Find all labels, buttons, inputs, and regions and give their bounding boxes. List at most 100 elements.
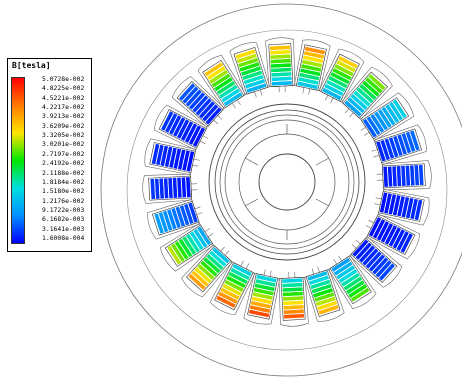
slot-conductor bbox=[193, 228, 208, 248]
slot-conductor bbox=[410, 198, 418, 220]
slot-conductor bbox=[380, 223, 394, 243]
slot-conductor bbox=[246, 83, 267, 93]
conductor-separator bbox=[181, 85, 196, 102]
slot-conductor bbox=[414, 199, 423, 221]
stator-slot bbox=[374, 188, 430, 226]
slot-conductor bbox=[409, 165, 415, 186]
stator-slot bbox=[293, 39, 331, 95]
conductor-separator bbox=[271, 71, 292, 74]
conductor-separator bbox=[298, 80, 318, 86]
slot-conductor bbox=[167, 245, 182, 265]
conductor-separator bbox=[388, 226, 398, 246]
slot-lining bbox=[280, 276, 306, 321]
slot-conductor bbox=[236, 53, 257, 64]
conductor-separator bbox=[350, 287, 368, 299]
conductor-separator bbox=[418, 165, 420, 186]
slot-conductor bbox=[212, 247, 230, 264]
slot-conductor bbox=[374, 111, 389, 131]
slot-outline bbox=[327, 255, 377, 310]
conductor-separator bbox=[196, 228, 209, 246]
slot-lining bbox=[367, 215, 416, 255]
conductor-separator bbox=[405, 132, 412, 153]
conductor-separator bbox=[400, 166, 403, 187]
conductor-separator bbox=[256, 278, 276, 284]
slot-conductor bbox=[384, 138, 395, 159]
slot-conductor bbox=[332, 67, 352, 81]
slot-conductor bbox=[200, 260, 218, 277]
slot-conductor bbox=[174, 240, 189, 260]
slot-conductor bbox=[256, 274, 277, 283]
slot-conductor bbox=[331, 257, 351, 272]
slot-conductor bbox=[283, 296, 304, 301]
conductor-separator bbox=[170, 245, 182, 263]
slot-conductor bbox=[271, 76, 292, 82]
conductor-separator bbox=[345, 279, 363, 292]
stator-slot bbox=[171, 76, 225, 128]
conductor-separator bbox=[315, 295, 335, 303]
slot-conductor bbox=[164, 146, 173, 167]
slot-conductor bbox=[388, 194, 397, 215]
slot-conductor bbox=[392, 195, 401, 216]
conductor-separator bbox=[236, 52, 256, 60]
conductor-separator bbox=[179, 206, 186, 226]
legend-label: 2.1188e-002 bbox=[42, 168, 85, 177]
conductor-separator bbox=[244, 78, 265, 86]
slot-conductor bbox=[216, 295, 236, 308]
slot-conductor bbox=[314, 292, 335, 302]
slot-conductor bbox=[372, 257, 389, 275]
conductor-separator bbox=[185, 177, 187, 198]
slot-outline bbox=[181, 244, 233, 298]
conductor-separator bbox=[323, 87, 342, 97]
slot-conductor bbox=[150, 178, 156, 200]
slot-conductor bbox=[324, 83, 344, 97]
conductor-separator bbox=[189, 233, 201, 251]
conductor-separator bbox=[361, 83, 378, 98]
conductor-separator bbox=[312, 287, 332, 295]
stator-slot bbox=[243, 269, 281, 325]
conductor-separator bbox=[372, 218, 382, 237]
conductor-separator bbox=[396, 195, 402, 216]
slot-conductor bbox=[355, 242, 372, 260]
slot-lining bbox=[151, 200, 200, 236]
slot-conductor bbox=[255, 279, 276, 287]
conductor-separator bbox=[304, 50, 325, 56]
slot-conductor bbox=[270, 49, 291, 55]
conductor-separator bbox=[254, 287, 274, 292]
conductor-separator bbox=[239, 61, 259, 69]
slot-conductor bbox=[151, 143, 160, 165]
slot-conductor bbox=[283, 313, 305, 319]
conductor-separator bbox=[365, 118, 378, 136]
outer-housing-circle bbox=[100, 3, 462, 377]
slot-conductor bbox=[282, 282, 303, 288]
legend-label: 3.1641e-003 bbox=[42, 224, 85, 233]
slot-outline bbox=[229, 42, 271, 98]
slot-lining bbox=[320, 53, 360, 102]
slot-conductor bbox=[182, 86, 199, 104]
slot-conductor bbox=[418, 164, 424, 186]
slot-conductor bbox=[370, 113, 385, 133]
slot-conductor bbox=[372, 219, 386, 239]
stator-slot bbox=[197, 54, 247, 109]
slot-conductor bbox=[308, 275, 329, 286]
slot-conductor bbox=[189, 92, 206, 110]
legend-label: 4.2217e-002 bbox=[42, 103, 85, 112]
conductor-separator bbox=[185, 88, 200, 105]
conductor-separator bbox=[201, 103, 216, 120]
conductor-separator bbox=[270, 62, 291, 65]
slot-conductor bbox=[194, 267, 212, 284]
stator-slot bbox=[360, 92, 415, 142]
stator-slot bbox=[153, 104, 209, 151]
slot-conductor bbox=[173, 148, 182, 169]
slot-conductor bbox=[197, 263, 215, 280]
slot-outline bbox=[318, 48, 365, 104]
conductor-separator bbox=[318, 304, 338, 312]
conductor-separator bbox=[213, 76, 231, 89]
conductor-separator bbox=[364, 80, 381, 95]
slot-conductor bbox=[171, 207, 181, 229]
slot-conductor bbox=[156, 144, 164, 166]
slot-conductor bbox=[191, 270, 209, 287]
slot-conductor bbox=[392, 229, 405, 249]
conductor-separator bbox=[413, 165, 416, 186]
slot-conductor bbox=[251, 296, 272, 305]
